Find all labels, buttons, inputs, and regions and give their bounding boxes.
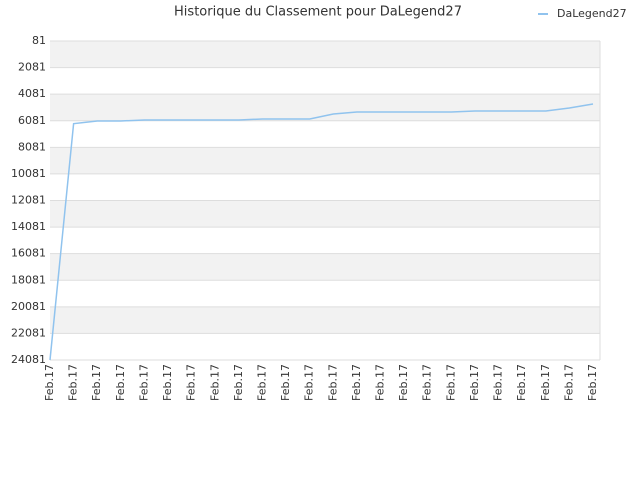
y-tick-label: 2081 [18,61,46,74]
x-tick-label: Feb.17 [468,364,481,401]
x-tick-label: Feb.17 [303,364,316,401]
y-tick-label: 81 [32,34,46,47]
grid-band [50,227,600,254]
grid-band [50,120,600,148]
x-tick-label: Feb.17 [185,364,198,401]
x-tick-label: Feb.17 [90,364,103,401]
y-tick-label: 16081 [11,247,46,260]
x-tick-label: Feb.17 [374,364,387,401]
x-tick-label: Feb.17 [114,364,127,401]
x-tick-label: Feb.17 [539,364,552,401]
x-tick-label: Feb.17 [492,364,505,401]
x-tick-label: Feb.17 [515,364,528,401]
chart-title: Historique du Classement pour DaLegend27 [174,5,462,20]
grid-band [50,200,600,228]
x-tick-label: Feb.17 [562,364,575,401]
x-tick-label: Feb.17 [421,364,434,401]
grid-band [50,147,600,174]
x-tick-label: Feb.17 [43,364,56,401]
y-tick-label: 18081 [11,273,46,286]
y-tick-label: 10081 [11,167,46,180]
x-tick-label: Feb.17 [161,364,174,401]
y-tick-label: 22081 [11,326,46,339]
x-tick-label: Feb.17 [586,364,599,401]
grid-band [50,94,600,121]
line [49,103,594,361]
grid-band [50,173,600,201]
y-tick-label: 14081 [11,220,46,233]
x-tick-label: Feb.17 [67,364,80,401]
grid-band [50,67,600,95]
y-tick-label: 8081 [18,140,46,153]
grid-band [50,306,600,334]
x-tick-label: Feb.17 [255,364,268,401]
grid-band [50,253,600,281]
x-tick-label: Feb.17 [444,364,457,401]
x-tick-label: Feb.17 [232,364,245,401]
x-tick-label: Feb.17 [350,364,363,401]
y-tick-label: 24081 [11,353,46,366]
y-tick-label: 4081 [18,87,46,100]
y-tick-label: 6081 [18,114,46,127]
legend-label: DaLegend27 [557,7,627,20]
grid-band [50,280,600,307]
grid-band [50,333,600,360]
x-tick-label: Feb.17 [137,364,150,401]
grid-band [50,41,600,68]
x-tick-label: Feb.17 [397,364,410,401]
y-tick-label: 12081 [11,194,46,207]
x-tick-label: Feb.17 [208,364,221,401]
x-tick-label: Feb.17 [326,364,339,401]
y-tick-label: 20081 [11,300,46,313]
x-tick-label: Feb.17 [279,364,292,401]
